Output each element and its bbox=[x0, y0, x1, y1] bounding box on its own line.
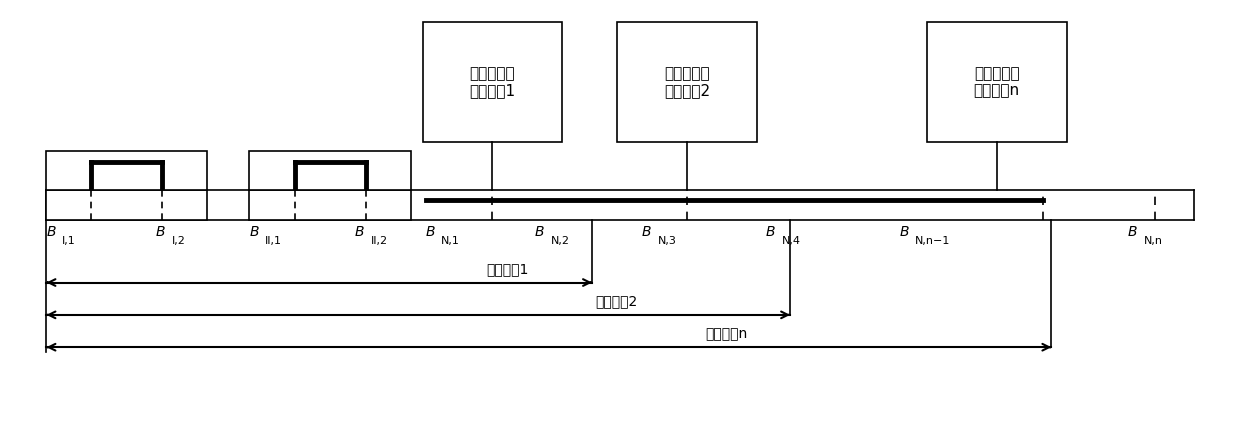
Text: I,1: I,1 bbox=[62, 236, 76, 246]
Bar bbox=[46, 190, 207, 220]
Text: B: B bbox=[425, 225, 435, 239]
Bar bbox=[618, 22, 756, 143]
Text: B: B bbox=[156, 225, 165, 239]
Text: N,1: N,1 bbox=[441, 236, 460, 246]
Bar bbox=[249, 151, 410, 190]
Bar bbox=[423, 22, 562, 143]
Text: II,1: II,1 bbox=[265, 236, 283, 246]
Text: B: B bbox=[642, 225, 651, 239]
Text: B: B bbox=[1128, 225, 1137, 239]
Text: 二端电路n: 二端电路n bbox=[706, 327, 748, 341]
Text: II,2: II,2 bbox=[371, 236, 388, 246]
Text: I,2: I,2 bbox=[171, 236, 186, 246]
Text: 低频电缆网
二端电路n: 低频电缆网 二端电路n bbox=[973, 66, 1019, 98]
Text: N,2: N,2 bbox=[551, 236, 569, 246]
Text: 低频电缆网
二端电路1: 低频电缆网 二端电路1 bbox=[470, 66, 516, 98]
Bar bbox=[46, 151, 207, 190]
Text: N,n−1: N,n−1 bbox=[915, 236, 951, 246]
Text: B: B bbox=[46, 225, 56, 239]
Text: B: B bbox=[899, 225, 909, 239]
Text: B: B bbox=[355, 225, 365, 239]
Bar bbox=[926, 22, 1066, 143]
Text: 二端电路1: 二端电路1 bbox=[486, 262, 528, 276]
Text: 低频电缆网
二端电路2: 低频电缆网 二端电路2 bbox=[663, 66, 709, 98]
Text: 二端电路2: 二端电路2 bbox=[595, 294, 637, 308]
Text: N,n: N,n bbox=[1143, 236, 1163, 246]
Text: B: B bbox=[766, 225, 775, 239]
Bar bbox=[249, 190, 410, 220]
Text: N,3: N,3 bbox=[657, 236, 677, 246]
Text: N,4: N,4 bbox=[781, 236, 801, 246]
Text: B: B bbox=[534, 225, 544, 239]
Text: B: B bbox=[249, 225, 259, 239]
